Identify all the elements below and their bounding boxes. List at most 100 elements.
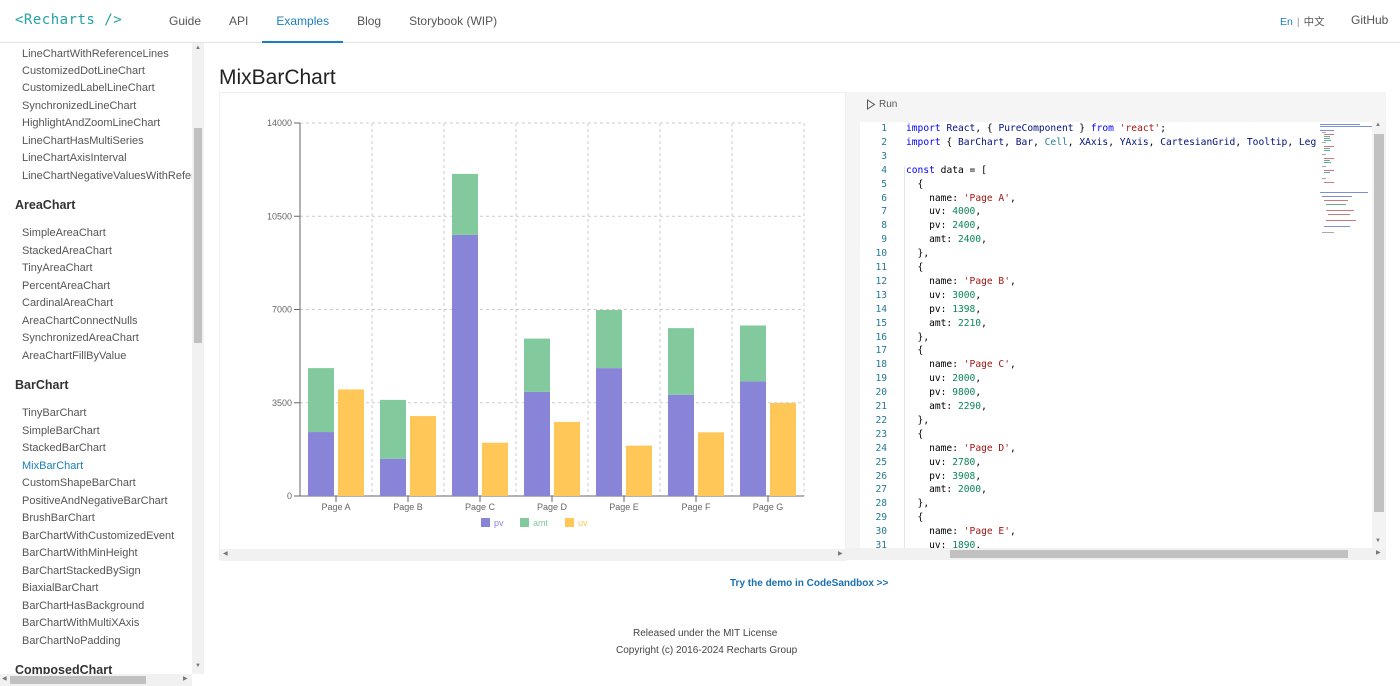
sidebar-item[interactable]: BarChartWithMultiXAxis — [22, 617, 140, 629]
line-number: 17 — [875, 345, 887, 357]
chart-horizontal-scrollbar[interactable]: ◀ ▶ — [220, 549, 847, 561]
code-text: uv: 2780, — [906, 456, 982, 468]
scroll-up-arrow-icon[interactable]: ▲ — [195, 45, 201, 51]
code-text: amt: 2210, — [906, 317, 987, 329]
code-text: pv: 1398, — [906, 303, 982, 315]
sidebar: LineChartWithReferenceLines CustomizedDo… — [0, 43, 205, 686]
scroll-up-arrow-icon[interactable]: ▲ — [1375, 122, 1381, 128]
line-number: 28 — [875, 498, 887, 510]
sidebar-item[interactable]: SynchronizedAreaChart — [22, 332, 139, 344]
line-number: 1 — [881, 123, 887, 134]
code-line: 22 }, — [860, 414, 1320, 428]
nav-examples[interactable]: Examples — [262, 0, 344, 43]
sidebar-item[interactable]: CardinalAreaChart — [22, 297, 114, 309]
nav-api[interactable]: API — [229, 14, 249, 28]
code-line: 16 }, — [860, 331, 1320, 345]
run-button[interactable]: Run — [866, 99, 897, 110]
sidebar-item[interactable]: CustomizedLabelLineChart — [22, 82, 155, 94]
sidebar-item[interactable]: BarChartWithCustomizedEvent — [22, 530, 175, 542]
codesandbox-link[interactable]: Try the demo in CodeSandbox >> — [730, 578, 889, 589]
sidebar-item[interactable]: LineChartWithReferenceLines — [22, 48, 169, 60]
sidebar-item[interactable]: TinyAreaChart — [22, 262, 93, 274]
sidebar-item[interactable]: StackedAreaChart — [22, 245, 112, 257]
code-line: 20 pv: 9800, — [860, 386, 1320, 400]
sidebar-item[interactable]: SimpleAreaChart — [22, 227, 106, 239]
sidebar-item[interactable]: BarChartWithMinHeight — [22, 547, 138, 559]
code-editor-panel: Run 31 uv: 1890, 30 name: 'Page E', 29 {28… — [846, 92, 1386, 560]
indent-guide — [904, 166, 905, 548]
scroll-left-arrow-icon[interactable]: ◀ — [2, 676, 7, 682]
github-link[interactable]: GitHub — [1351, 13, 1389, 27]
code-line: 8 pv: 2400, — [860, 219, 1320, 233]
recharts-logo[interactable]: <Recharts /> — [15, 12, 123, 28]
bar-uv — [626, 445, 652, 496]
sidebar-item[interactable]: LineChartHasMultiSeries — [22, 135, 144, 147]
line-number: 23 — [875, 428, 887, 440]
bar-amt — [668, 328, 694, 395]
scroll-right-arrow-icon[interactable]: ▶ — [838, 551, 843, 557]
code-line: 13 uv: 3000, — [860, 289, 1320, 303]
sidebar-item[interactable]: PercentAreaChart — [22, 280, 111, 292]
line-number: 16 — [875, 331, 887, 343]
bar-amt — [596, 310, 622, 369]
scrollbar-thumb[interactable] — [950, 550, 1348, 558]
sidebar-item[interactable]: CustomizedDotLineChart — [22, 65, 145, 77]
nav-guide[interactable]: Guide — [169, 14, 202, 28]
sidebar-item[interactable]: SimpleBarChart — [22, 425, 100, 437]
scrollbar-thumb[interactable] — [194, 128, 202, 343]
scroll-right-arrow-icon[interactable]: ▶ — [1376, 550, 1381, 556]
sidebar-vertical-scrollbar[interactable]: ▲ ▼ — [192, 43, 204, 674]
bar-amt — [380, 399, 406, 459]
scroll-down-arrow-icon[interactable]: ▼ — [195, 663, 201, 669]
sidebar-horizontal-scrollbar[interactable]: ◀ ▶ — [0, 674, 192, 686]
line-number: 15 — [875, 317, 887, 329]
code-text: { — [906, 178, 924, 190]
sidebar-item[interactable]: BarChartNoPadding — [22, 635, 121, 647]
line-number: 7 — [881, 206, 887, 218]
nav-blog[interactable]: Blog — [357, 14, 382, 28]
sidebar-item-active[interactable]: MixBarChart — [22, 460, 84, 472]
code-text: amt: 2000, — [906, 484, 987, 496]
sidebar-item[interactable]: PositiveAndNegativeBarChart — [22, 495, 168, 507]
code-line: 2 import { BarChart, Bar, Cell, XAxis, YA… — [860, 136, 1320, 150]
scrollbar-thumb[interactable] — [10, 676, 146, 684]
bar-pv — [308, 432, 334, 496]
sidebar-item[interactable]: StackedBarChart — [22, 442, 106, 454]
sidebar-item[interactable]: SynchronizedLineChart — [22, 100, 137, 112]
sidebar-item[interactable]: TinyBarChart — [22, 407, 87, 419]
code-text: { — [906, 345, 924, 357]
sidebar-item[interactable]: BiaxialBarChart — [22, 582, 99, 594]
code-editor[interactable]: 31 uv: 1890, 30 name: 'Page E', 29 {28 }, 2… — [860, 122, 1386, 548]
sidebar-item[interactable]: AreaChartFillByValue — [22, 350, 127, 362]
code-text: name: 'Page B', — [906, 275, 1016, 287]
x-tick-label: Page E — [609, 502, 639, 512]
sidebar-item[interactable]: LineChartAxisInterval — [22, 152, 127, 164]
footer-license-text: Released under the MIT License — [633, 628, 778, 639]
sidebar-item[interactable]: BrushBarChart — [22, 512, 95, 524]
sidebar-item[interactable]: AreaChartConnectNulls — [22, 315, 138, 327]
editor-vertical-scrollbar[interactable]: ▲ ▼ — [1372, 122, 1386, 548]
bar-amt — [524, 338, 550, 392]
sidebar-item[interactable]: LineChartNegativeValuesWithReferenceLine… — [22, 170, 192, 182]
editor-horizontal-scrollbar[interactable]: ▶ — [846, 548, 1386, 560]
scroll-right-arrow-icon[interactable]: ▶ — [183, 676, 188, 682]
sidebar-item[interactable]: BarChartHasBackground — [22, 600, 145, 612]
scroll-left-arrow-icon[interactable]: ◀ — [223, 551, 228, 557]
lang-en[interactable]: En — [1280, 16, 1293, 28]
sidebar-item[interactable]: BarChartStackedBySign — [22, 565, 141, 577]
bar-amt — [308, 368, 334, 433]
scrollbar-thumb[interactable] — [1374, 134, 1384, 512]
lang-zh[interactable]: 中文 — [1303, 16, 1325, 28]
lang-separator: | — [1296, 16, 1300, 28]
mix-bar-chart: 0 3500 7000 10500 14000 Page A Page B Page C Pag… — [267, 118, 805, 528]
sidebar-item[interactable]: HighlightAndZoomLineChart — [22, 117, 161, 129]
sidebar-item[interactable]: CustomShapeBarChart — [22, 477, 136, 489]
code-line: 14 pv: 1398, — [860, 303, 1320, 317]
code-line: 27 amt: 2000, — [860, 483, 1320, 497]
nav-storybook[interactable]: Storybook (WIP) — [409, 14, 498, 28]
x-tick-label: Page D — [537, 502, 568, 512]
sidebar-category-areachart: AreaChart — [15, 198, 76, 212]
scroll-down-arrow-icon[interactable]: ▼ — [1375, 538, 1381, 544]
code-minimap[interactable] — [1318, 122, 1374, 548]
line-number: 2 — [881, 136, 887, 148]
